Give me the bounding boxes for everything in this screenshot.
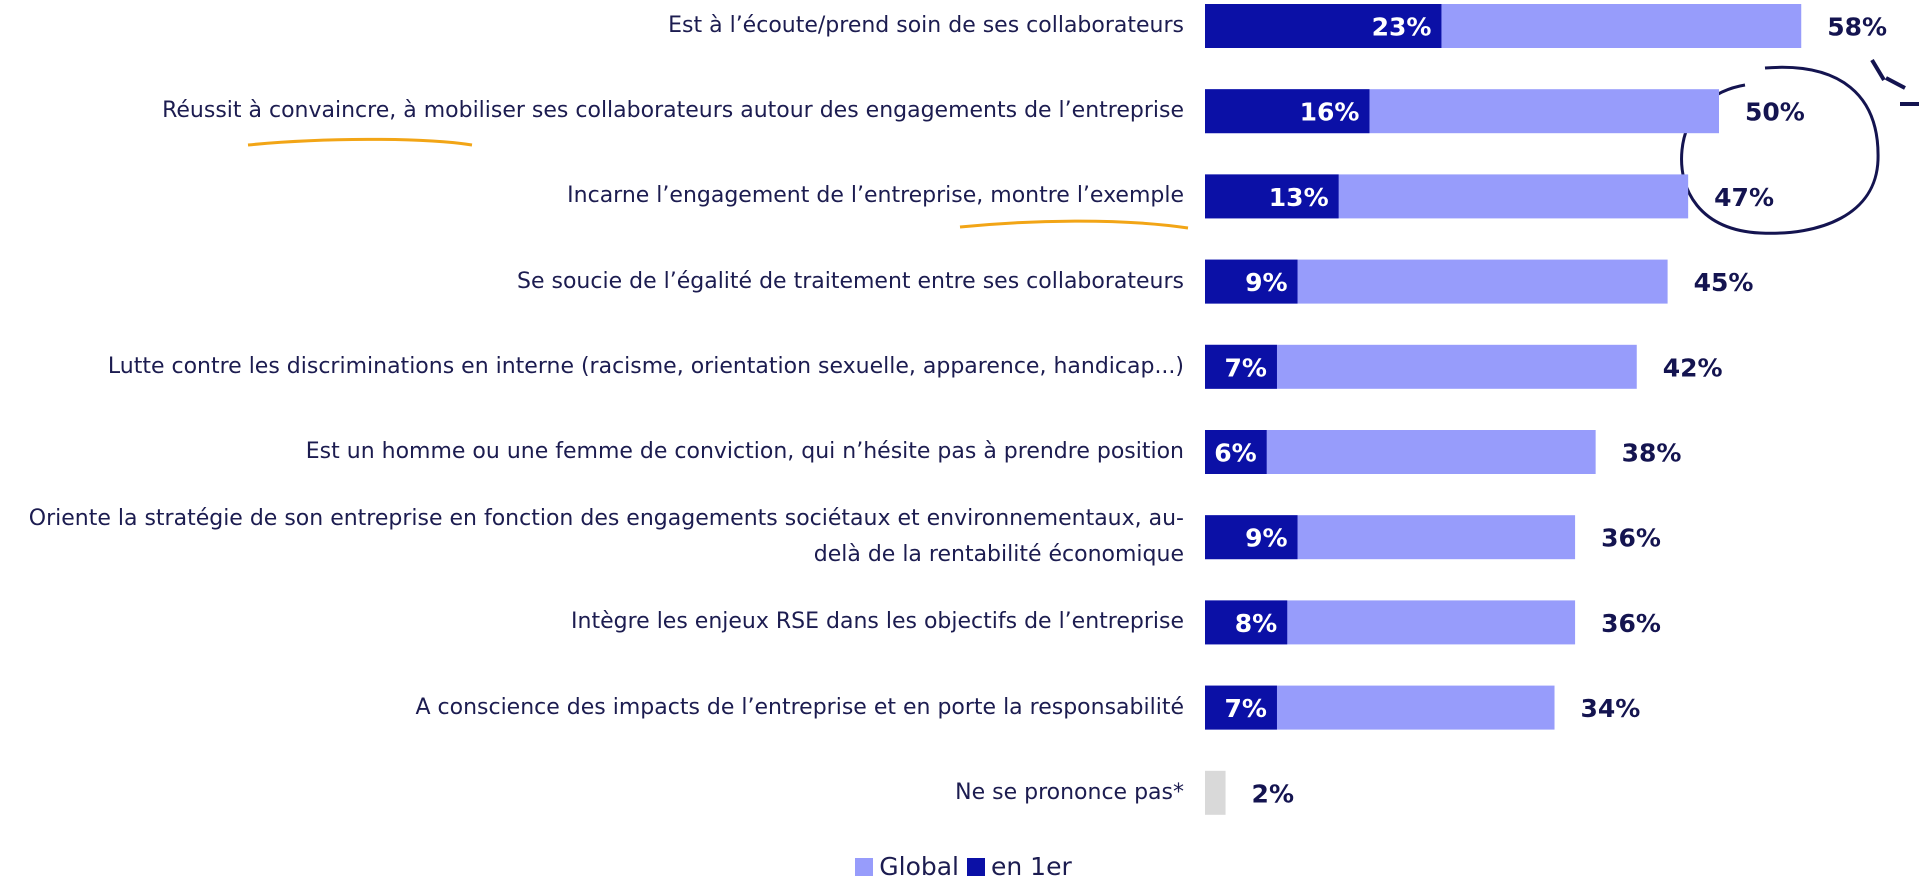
category-label: Se soucie de l’égalité de traitement ent…	[517, 268, 1184, 294]
value-label: 47%	[1714, 183, 1774, 212]
annotation-underline	[959, 219, 1189, 230]
value-label-inner: 6%	[1214, 439, 1256, 468]
value-label-inner: 7%	[1225, 353, 1267, 382]
legend: Global en 1er	[0, 851, 1919, 883]
bar-global	[1205, 770, 1226, 815]
category-label: Est un homme ou une femme de conviction,…	[305, 439, 1184, 464]
category-label: Lutte contre les discriminations en inte…	[107, 353, 1184, 379]
value-label: 45%	[1694, 268, 1754, 297]
value-label: 38%	[1622, 439, 1682, 468]
annotation-strokes	[1870, 58, 1919, 106]
bar-first	[1205, 685, 1277, 730]
bar-first	[1205, 89, 1370, 134]
bar-first	[1205, 259, 1298, 304]
value-label: 58%	[1827, 13, 1887, 42]
value-label: 42%	[1663, 353, 1723, 382]
legend-swatch	[855, 858, 874, 876]
bar-first	[1205, 174, 1339, 219]
legend-label: en 1er	[991, 852, 1072, 881]
category-label: A conscience des impacts de l’entreprise…	[415, 694, 1184, 720]
value-label-inner: 23%	[1372, 13, 1432, 42]
value-label-inner: 8%	[1235, 609, 1277, 638]
value-label-inner: 9%	[1245, 524, 1287, 553]
legend-label: Global	[879, 852, 959, 881]
value-label-inner: 13%	[1269, 183, 1329, 212]
value-label: 50%	[1745, 98, 1805, 127]
bar-global	[1205, 430, 1596, 474]
category-label: Ne se prononce pas*	[955, 779, 1184, 805]
value-label-inner: 9%	[1245, 268, 1287, 297]
value-label: 36%	[1601, 609, 1661, 638]
value-label-inner: 7%	[1225, 694, 1267, 723]
category-label: Oriente la stratégie de son entreprise e…	[28, 506, 1184, 568]
value-label-inner: 16%	[1300, 98, 1360, 127]
bar-first	[1205, 515, 1298, 560]
bar-first	[1205, 600, 1288, 645]
category-label: Intègre les enjeux RSE dans les objectif…	[571, 609, 1184, 635]
bar-first	[1205, 4, 1442, 48]
value-label: 36%	[1601, 524, 1661, 553]
annotation-underline	[247, 137, 473, 147]
category-label: Incarne l’engagement de l’entreprise, mo…	[567, 183, 1184, 209]
category-label: Est à l’écoute/prend soin de ses collabo…	[668, 13, 1184, 38]
bar-first	[1205, 430, 1267, 474]
bar-first	[1205, 344, 1277, 389]
value-label: 34%	[1581, 694, 1641, 723]
value-label: 2%	[1252, 779, 1294, 808]
legend-swatch	[967, 858, 985, 876]
category-label: Réussit à convaincre, à mobiliser ses co…	[162, 98, 1184, 124]
